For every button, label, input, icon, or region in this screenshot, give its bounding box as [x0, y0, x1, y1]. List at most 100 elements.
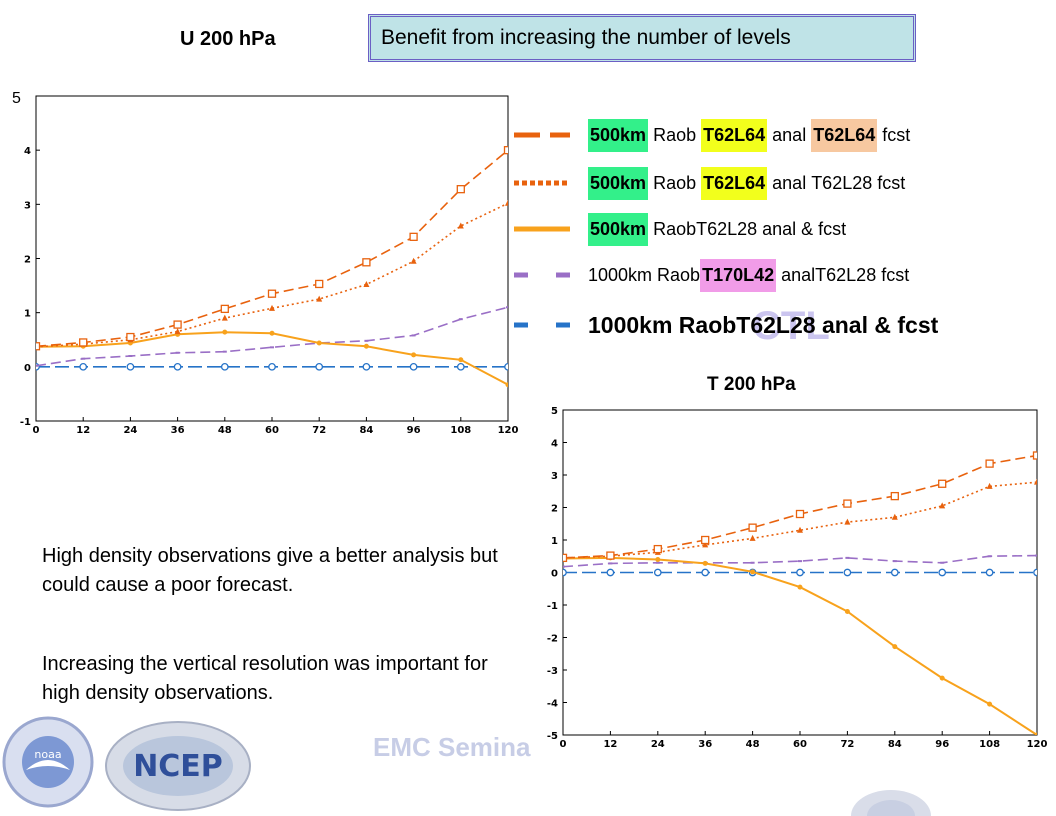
y-tick-label: -4: [547, 699, 558, 710]
ncep-logo: NCEP: [105, 721, 251, 811]
data-point: [655, 557, 661, 562]
data-point: [362, 362, 371, 371]
data-point: [985, 568, 994, 577]
emc-seminar-text: EMC Semina: [373, 732, 531, 762]
noaa-logo: noaa: [2, 716, 94, 808]
y-tick-label: -1: [547, 601, 558, 612]
legend-swatch: [514, 226, 570, 232]
legend-label-part: 500km: [588, 212, 649, 246]
x-tick-label: 60: [265, 425, 279, 436]
data-point: [843, 568, 852, 577]
y-tick-label: -3: [547, 666, 558, 677]
data-point: [315, 362, 324, 371]
y-tick-label: 0: [24, 363, 31, 374]
legend-label-part: anal T62L28 fcst: [767, 172, 906, 193]
data-point: [269, 330, 275, 336]
data-point: [890, 491, 899, 501]
data-point: [985, 459, 994, 468]
legend-row: 1000km RaobT62L28 anal & fcst: [512, 308, 938, 342]
data-point: [409, 362, 418, 371]
x-tick-label: 84: [359, 425, 373, 436]
data-point: [410, 257, 417, 264]
ctl-watermark: CTL: [752, 304, 830, 348]
data-point: [1032, 451, 1037, 460]
legend-label-part: anal: [767, 124, 812, 145]
legend-row: 500km RaobT62L28 anal & fcst: [512, 212, 846, 246]
data-point: [748, 523, 757, 532]
data-point: [221, 314, 228, 321]
data-point: [844, 609, 850, 614]
legend-swatch: [514, 180, 570, 186]
data-point: [458, 357, 464, 363]
data-point: [796, 568, 804, 577]
x-tick-label: 0: [33, 425, 40, 436]
legend-label-part: fcst: [877, 124, 911, 145]
x-tick-label: 0: [560, 739, 567, 750]
data-point: [1034, 732, 1037, 735]
noaa-logo-text: noaa: [34, 748, 61, 761]
data-point: [457, 222, 464, 229]
y-tick-label: -2: [547, 634, 558, 645]
data-point: [987, 701, 993, 707]
legend-label-part: 500km: [588, 166, 649, 200]
data-point: [79, 338, 88, 347]
paragraph-resolution: Increasing the vertical resolution was i…: [42, 653, 488, 704]
data-point: [174, 328, 181, 335]
x-tick-label: 108: [450, 425, 471, 436]
data-point: [938, 568, 947, 577]
series-line: [563, 554, 1037, 568]
legend-label-part: T62L64: [701, 118, 768, 152]
u-chart-title: U 200 hPa: [180, 28, 276, 50]
data-point: [126, 332, 135, 342]
data-point: [939, 675, 945, 681]
data-point: [892, 644, 898, 650]
data-point: [411, 352, 417, 358]
u-top-tick-label: 5: [10, 90, 23, 108]
y-tick-label: 1: [24, 309, 31, 320]
y-tick-label: 4: [551, 439, 558, 450]
data-point: [750, 569, 756, 575]
data-point: [563, 568, 567, 577]
data-point: [938, 479, 947, 488]
legend-label-part: Raob: [648, 124, 702, 145]
x-tick-label: 36: [698, 739, 712, 750]
data-point: [269, 304, 275, 311]
data-point: [653, 568, 662, 577]
legend-row: 500km Raob T62L64 anal T62L28 fcst: [512, 166, 905, 200]
data-point: [701, 568, 710, 577]
legend-label: 500km RaobT62L28 anal & fcst: [588, 212, 846, 246]
data-point: [702, 560, 708, 566]
x-tick-label: 60: [793, 739, 807, 750]
data-point: [316, 340, 322, 346]
data-point: [843, 499, 852, 508]
data-point: [563, 553, 568, 563]
data-point: [362, 258, 371, 267]
series-line: [36, 306, 508, 367]
y-tick-label: -1: [20, 417, 31, 428]
data-point: [797, 526, 803, 533]
data-point: [363, 281, 370, 287]
data-point: [606, 551, 615, 560]
data-point: [222, 329, 228, 335]
data-point: [173, 362, 182, 371]
benefit-banner: Benefit from increasing the number of le…: [368, 14, 916, 62]
x-tick-label: 84: [888, 739, 902, 750]
y-tick-label: 2: [24, 255, 31, 266]
seal-partial-icon: [851, 790, 931, 816]
x-tick-label: 108: [979, 739, 1000, 750]
data-point: [409, 232, 418, 241]
data-point: [315, 279, 324, 289]
legend-swatch: [514, 322, 570, 328]
legend-label-part: analT62L28 fcst: [776, 264, 910, 285]
data-point: [363, 343, 369, 349]
legend-row: 1000km Raob T170L42 analT62L28 fcst: [512, 258, 909, 292]
series-group: [36, 146, 508, 388]
legend-label-part: T62L64: [811, 118, 878, 152]
legend-row: 500km Raob T62L64 anal T62L64 fcst: [512, 118, 910, 152]
x-tick-label: 96: [935, 739, 949, 750]
x-tick-label: 120: [1027, 739, 1048, 750]
data-point: [606, 568, 615, 577]
plot-frame: [35, 95, 509, 422]
